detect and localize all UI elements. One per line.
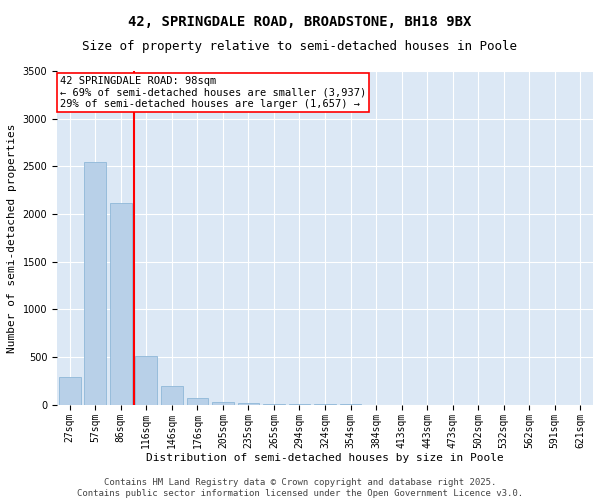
Bar xyxy=(161,386,182,404)
Text: 42 SPRINGDALE ROAD: 98sqm
← 69% of semi-detached houses are smaller (3,937)
29% : 42 SPRINGDALE ROAD: 98sqm ← 69% of semi-… xyxy=(59,76,366,109)
Bar xyxy=(59,377,80,404)
Bar xyxy=(136,356,157,405)
Bar xyxy=(85,162,106,404)
Y-axis label: Number of semi-detached properties: Number of semi-detached properties xyxy=(7,123,17,352)
Bar xyxy=(238,403,259,404)
X-axis label: Distribution of semi-detached houses by size in Poole: Distribution of semi-detached houses by … xyxy=(146,453,504,463)
Bar xyxy=(110,202,131,404)
Text: Contains HM Land Registry data © Crown copyright and database right 2025.
Contai: Contains HM Land Registry data © Crown c… xyxy=(77,478,523,498)
Bar xyxy=(212,402,234,404)
Bar xyxy=(187,398,208,404)
Text: 42, SPRINGDALE ROAD, BROADSTONE, BH18 9BX: 42, SPRINGDALE ROAD, BROADSTONE, BH18 9B… xyxy=(128,15,472,29)
Text: Size of property relative to semi-detached houses in Poole: Size of property relative to semi-detach… xyxy=(83,40,517,53)
